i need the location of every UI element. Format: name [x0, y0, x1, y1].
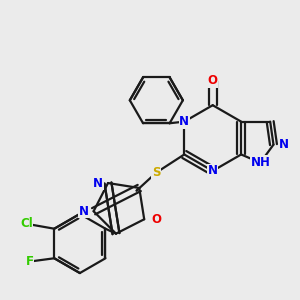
- Text: N: N: [179, 115, 189, 128]
- Text: O: O: [151, 213, 161, 226]
- Text: NH: NH: [250, 156, 270, 169]
- Text: F: F: [26, 255, 34, 268]
- Text: N: N: [93, 176, 103, 190]
- Text: N: N: [208, 164, 218, 177]
- Text: N: N: [79, 205, 88, 218]
- Text: O: O: [208, 74, 218, 87]
- Text: N: N: [278, 138, 289, 151]
- Text: S: S: [152, 166, 160, 179]
- Text: Cl: Cl: [20, 217, 33, 230]
